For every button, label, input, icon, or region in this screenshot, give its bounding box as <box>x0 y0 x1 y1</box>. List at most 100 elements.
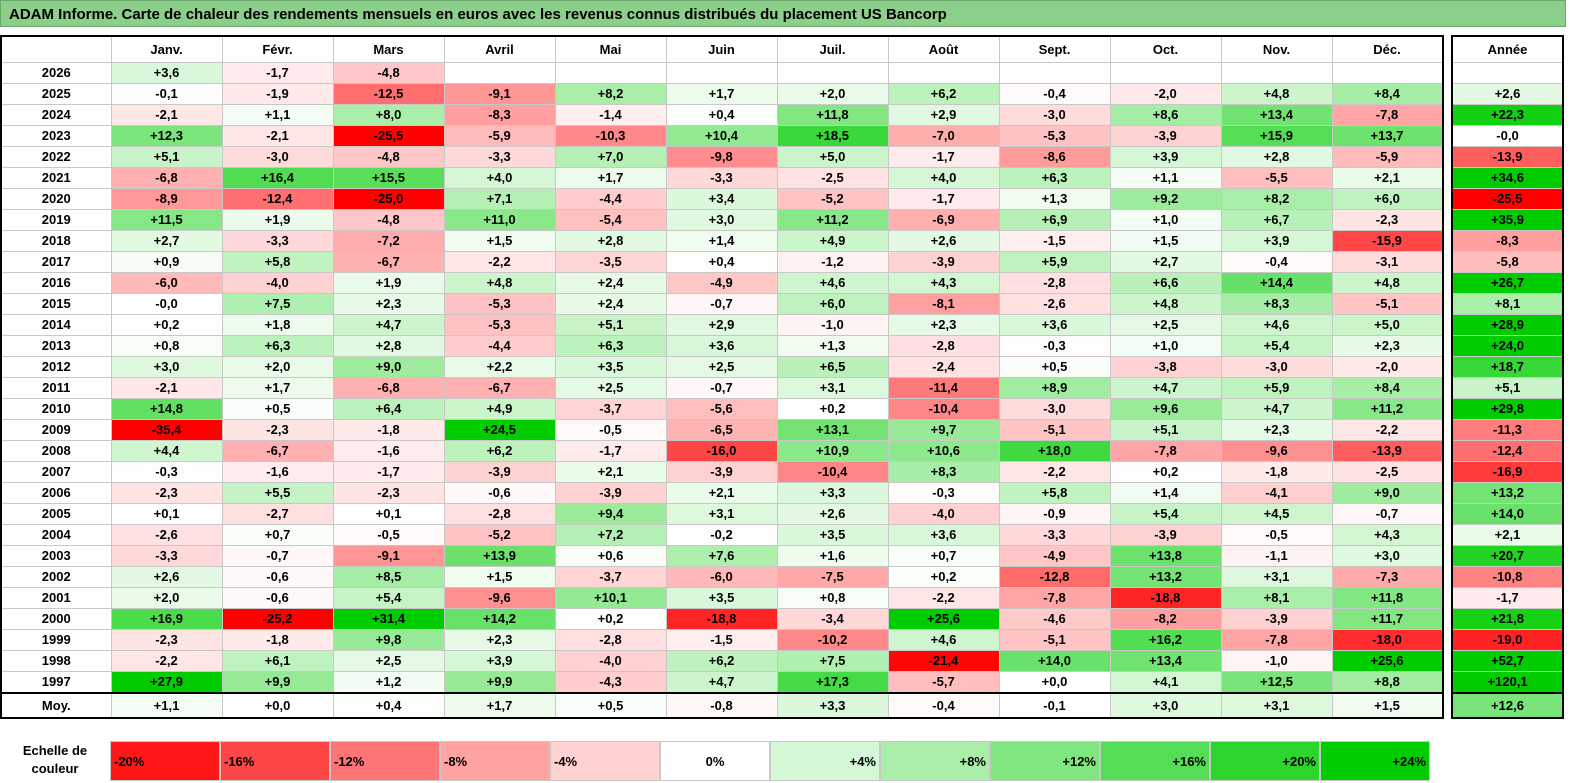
heatmap-cell: -9,1 <box>332 545 445 567</box>
heatmap-cell: -15,9 <box>1331 230 1443 252</box>
heatmap-cell: +4,7 <box>1109 377 1222 399</box>
heatmap-cell: -2,3 <box>110 482 223 504</box>
heatmap-cell: +0,5 <box>554 692 667 719</box>
heatmap-cell: -2,3 <box>1331 209 1443 231</box>
month-header: Avril <box>443 36 556 63</box>
heatmap-cell <box>1331 62 1443 84</box>
heatmap-cell: +0,1 <box>110 503 223 525</box>
heatmap-cell: +6,3 <box>221 335 334 357</box>
heatmap-cell: +4,0 <box>443 167 556 189</box>
annual-row: -11,3 <box>1451 419 1564 441</box>
heatmap-cell: +7,5 <box>776 650 889 672</box>
heatmap-cell: -9,8 <box>665 146 778 168</box>
heatmap-cell: +14,0 <box>998 650 1111 672</box>
year-label: 2006 <box>0 482 112 504</box>
heatmap-cell: +11,8 <box>1331 587 1443 609</box>
heatmap-cell: +1,7 <box>443 692 556 719</box>
heatmap-cell: -2,1 <box>110 377 223 399</box>
heatmap-cell: -0,7 <box>221 545 334 567</box>
annual-cell: +28,9 <box>1451 314 1564 336</box>
heatmap-cell: -5,3 <box>443 314 556 336</box>
heatmap-cell: -6,0 <box>665 566 778 588</box>
corner-cell <box>1 36 111 63</box>
heatmap-cell: -2,8 <box>998 272 1111 294</box>
year-label: 2009 <box>0 419 112 441</box>
heatmap-cell: -4,4 <box>554 188 667 210</box>
year-label: 2022 <box>0 146 112 168</box>
heatmap-cell: +0,4 <box>665 104 778 126</box>
year-row: 1998 -2,2 +6,1 +2,5 +3,9 -4,0 +6,2 +7,5 -21,4 +14… <box>0 650 1443 672</box>
heatmap-cell: +0,0 <box>221 692 334 719</box>
annual-cell: -16,9 <box>1451 461 1564 483</box>
heatmap-cell: -6,8 <box>332 377 445 399</box>
heatmap-cell: +9,7 <box>887 419 1000 441</box>
heatmap-cell: +2,1 <box>1331 167 1443 189</box>
heatmap-cell: -2,1 <box>110 104 223 126</box>
year-row: 2025 -0,1 -1,9 -12,5 -9,1 +8,2 +1,7 +2,0 +6,2 -0,… <box>0 83 1443 105</box>
year-row: 2017 +0,9 +5,8 -6,7 -2,2 -3,5 +0,4 -1,2 -3,9 +5,9… <box>0 251 1443 273</box>
heatmap-cell: +6,0 <box>1331 188 1443 210</box>
heatmap-cell: -8,6 <box>998 146 1111 168</box>
heatmap-cell: +12,5 <box>1220 671 1333 694</box>
heatmap-cell: +6,1 <box>221 650 334 672</box>
heatmap-cell: +0,5 <box>998 356 1111 378</box>
year-row: 2018 +2,7 -3,3 -7,2 +1,5 +2,8 +1,4 +4,9 +2,6 -1,5… <box>0 230 1443 252</box>
heatmap-cell: -4,6 <box>998 608 1111 630</box>
heatmap-cell: +4,8 <box>1109 293 1222 315</box>
annual-row: +35,9 <box>1451 209 1564 231</box>
heatmap-cell: -3,9 <box>1220 608 1333 630</box>
heatmap-cell: +5,4 <box>1109 503 1222 525</box>
annual-cell: +22,3 <box>1451 104 1564 126</box>
heatmap-cell: +18,0 <box>998 440 1111 462</box>
heatmap-cell: -0,3 <box>110 461 223 483</box>
heatmap-cell: +3,4 <box>665 188 778 210</box>
year-label: 2012 <box>0 356 112 378</box>
month-header: Mars <box>332 36 445 63</box>
heatmap-cell: -2,1 <box>221 125 334 147</box>
heatmap-cell: -7,8 <box>998 587 1111 609</box>
year-row: 2020 -8,9 -12,4 -25,0 +7,1 -4,4 +3,4 -5,2 -1,7 +1… <box>0 188 1443 210</box>
heatmap-cell: +2,8 <box>332 335 445 357</box>
heatmap-cell: +1,0 <box>1109 335 1222 357</box>
heatmap-cell: -6,9 <box>887 209 1000 231</box>
annual-row: +28,9 <box>1451 314 1564 336</box>
heatmap-cell: +0,2 <box>887 566 1000 588</box>
heatmap-cell: -3,3 <box>998 524 1111 546</box>
heatmap-cell: +3,5 <box>776 524 889 546</box>
heatmap-cell: -8,1 <box>887 293 1000 315</box>
heatmap-cell <box>665 62 778 84</box>
heatmap-cell: +4,4 <box>110 440 223 462</box>
heatmap-cell: -2,0 <box>1109 83 1222 105</box>
heatmap-cell: +2,6 <box>776 503 889 525</box>
heatmap-cell: -0,8 <box>665 692 778 719</box>
heatmap-cell: +6,7 <box>1220 209 1333 231</box>
heatmap-cell: +2,4 <box>554 272 667 294</box>
year-row: 2003 -3,3 -0,7 -9,1 +13,9 +0,6 +7,6 +1,6 +0,7 -4,… <box>0 545 1443 567</box>
heatmap-cell: +3,1 <box>776 377 889 399</box>
heatmap-cell <box>554 62 667 84</box>
heatmap-cell: -3,3 <box>665 167 778 189</box>
heatmap-cell: +3,6 <box>887 524 1000 546</box>
heatmap-cell: +0,7 <box>887 545 1000 567</box>
heatmap-cell <box>998 62 1111 84</box>
heatmap-cell: -0,1 <box>998 692 1111 719</box>
heatmap-cell: +1,1 <box>110 692 223 719</box>
heatmap-cell: -6,7 <box>443 377 556 399</box>
heatmap-cell: -3,4 <box>776 608 889 630</box>
heatmap-cell: -18,8 <box>1109 587 1222 609</box>
heatmap-cell: +3,5 <box>665 587 778 609</box>
heatmap-cell: +18,5 <box>776 125 889 147</box>
heatmap-cell: +7,1 <box>443 188 556 210</box>
heatmap-cell: -12,4 <box>221 188 334 210</box>
heatmap-cell: +1,3 <box>998 188 1111 210</box>
annual-cell: +20,7 <box>1451 545 1564 567</box>
heatmap-cell: +8,2 <box>554 83 667 105</box>
month-header: Nov. <box>1220 36 1333 63</box>
heatmap-cell: -7,8 <box>1331 104 1443 126</box>
heatmap-cell: -3,1 <box>1331 251 1443 273</box>
heatmap-cell: +9,4 <box>554 503 667 525</box>
year-label: 2013 <box>0 335 112 357</box>
year-row: 2021 -6,8 +16,4 +15,5 +4,0 +1,7 -3,3 -2,5 +4,0 +6… <box>0 167 1443 189</box>
annual-cell: +21,8 <box>1451 608 1564 630</box>
heatmap-cell: +6,9 <box>998 209 1111 231</box>
